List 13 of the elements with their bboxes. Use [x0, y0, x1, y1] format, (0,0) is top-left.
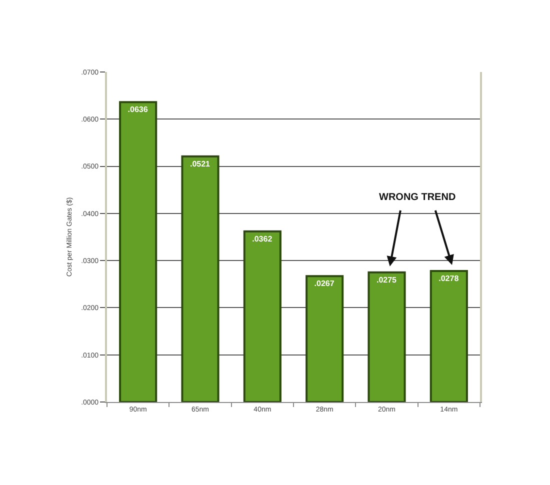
- bar: [306, 275, 344, 402]
- data-label: .0267: [314, 279, 335, 288]
- bar: [430, 270, 468, 402]
- data-label: .0521: [190, 159, 211, 168]
- data-label: .0636: [128, 105, 148, 114]
- annotation: WRONG TREND: [379, 192, 456, 203]
- data-label: .0278: [438, 274, 460, 283]
- data-label: .0362: [252, 234, 273, 244]
- data-label: .0275: [376, 275, 398, 284]
- bar: [243, 230, 282, 402]
- bar: [368, 271, 406, 402]
- bar: [119, 101, 158, 402]
- bar: [181, 155, 220, 402]
